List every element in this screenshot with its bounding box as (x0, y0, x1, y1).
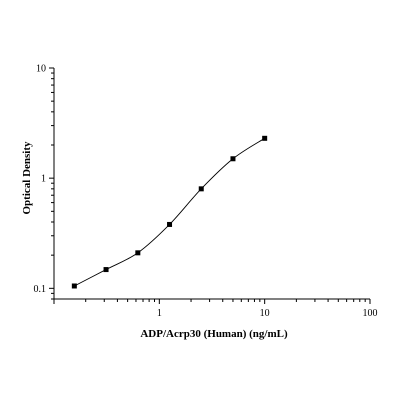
data-point (262, 135, 268, 141)
x-tick-label: 100 (363, 308, 378, 319)
x-tick-label: 10 (260, 308, 270, 319)
plot-area: 1 10 100 0.1 1 10 (34, 64, 378, 320)
x-axis-title: ADP/Acrp30 (Human) (ng/mL) (140, 328, 288, 340)
y-tick-label: 0.1 (34, 284, 47, 295)
fit-curve (74, 137, 265, 287)
data-point (230, 156, 236, 162)
x-tick-label: 1 (157, 308, 162, 319)
data-point (198, 186, 204, 192)
data-point (103, 267, 109, 273)
data-point (135, 250, 141, 256)
data-point (71, 283, 77, 289)
y-tick-label: 10 (36, 64, 46, 75)
y-axis-title: Optical Density (21, 141, 33, 215)
y-tick-label: 1 (41, 174, 46, 185)
data-point (167, 221, 173, 227)
